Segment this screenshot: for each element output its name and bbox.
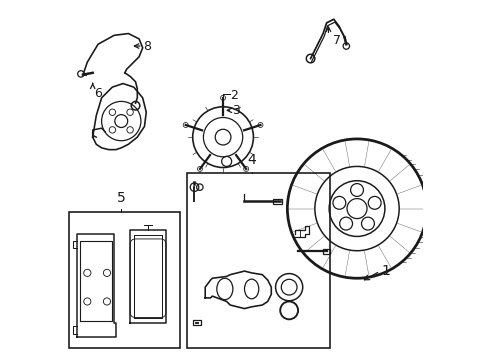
- Text: 8: 8: [142, 40, 150, 53]
- Text: 5: 5: [117, 191, 125, 205]
- Text: 7: 7: [332, 34, 341, 47]
- Text: 1: 1: [380, 264, 389, 278]
- Text: 4: 4: [247, 153, 256, 167]
- Text: 2: 2: [230, 89, 238, 102]
- Text: 3: 3: [231, 104, 240, 117]
- Text: 6: 6: [94, 87, 102, 100]
- Bar: [69, 212, 180, 348]
- Bar: [187, 173, 329, 348]
